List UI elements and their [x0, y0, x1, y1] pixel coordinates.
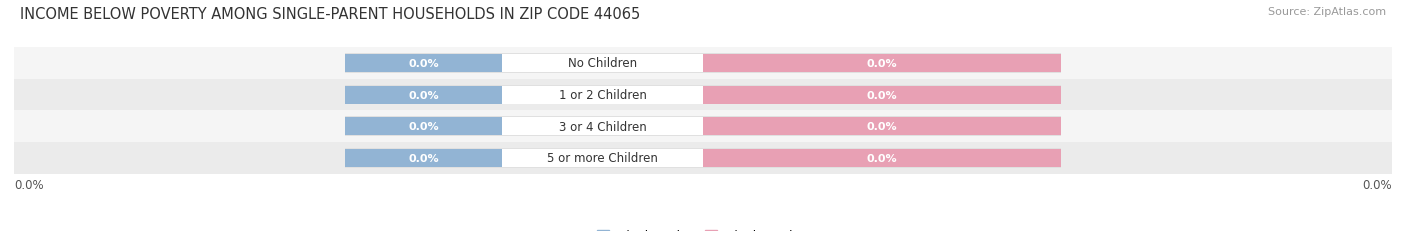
Bar	[502, 86, 703, 104]
Bar	[14, 142, 1392, 174]
Text: Source: ZipAtlas.com: Source: ZipAtlas.com	[1268, 7, 1386, 17]
Bar	[14, 111, 1392, 142]
Text: No Children: No Children	[568, 57, 637, 70]
Bar	[502, 55, 703, 73]
Bar	[344, 54, 1062, 73]
Bar	[703, 118, 1062, 136]
Bar	[344, 117, 1062, 136]
Text: 1 or 2 Children: 1 or 2 Children	[558, 89, 647, 102]
Text: 0.0%: 0.0%	[408, 59, 439, 69]
Text: 0.0%: 0.0%	[868, 122, 897, 132]
Text: 0.0%: 0.0%	[868, 59, 897, 69]
Bar	[344, 86, 502, 104]
Text: 0.0%: 0.0%	[14, 179, 44, 191]
Text: 3 or 4 Children: 3 or 4 Children	[558, 120, 647, 133]
Text: 5 or more Children: 5 or more Children	[547, 152, 658, 165]
Text: 0.0%: 0.0%	[1362, 179, 1392, 191]
Text: INCOME BELOW POVERTY AMONG SINGLE-PARENT HOUSEHOLDS IN ZIP CODE 44065: INCOME BELOW POVERTY AMONG SINGLE-PARENT…	[20, 7, 640, 22]
Legend: Single Father, Single Mother: Single Father, Single Mother	[593, 224, 813, 231]
Bar	[344, 149, 502, 167]
Text: 0.0%: 0.0%	[408, 153, 439, 163]
Bar	[502, 149, 703, 167]
Bar	[703, 55, 1062, 73]
Text: 0.0%: 0.0%	[868, 90, 897, 100]
Bar	[703, 86, 1062, 104]
Bar	[703, 149, 1062, 167]
Text: 0.0%: 0.0%	[408, 122, 439, 132]
Bar	[344, 118, 502, 136]
Bar	[344, 85, 1062, 105]
Text: 0.0%: 0.0%	[868, 153, 897, 163]
Bar	[344, 55, 502, 73]
Bar	[344, 148, 1062, 168]
Bar	[14, 48, 1392, 79]
Bar	[14, 79, 1392, 111]
Text: 0.0%: 0.0%	[408, 90, 439, 100]
Bar	[502, 118, 703, 136]
